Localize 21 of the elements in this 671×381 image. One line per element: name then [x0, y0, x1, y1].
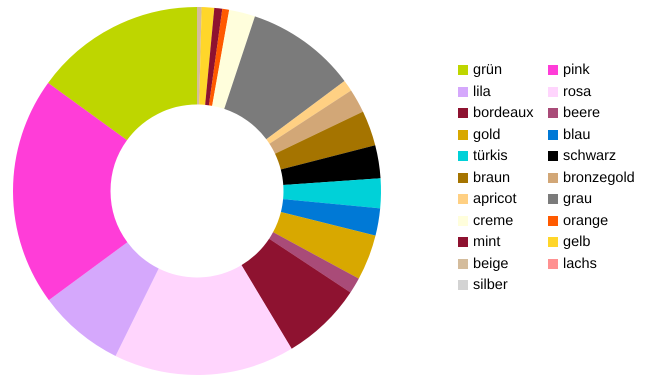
legend-label: beige — [473, 256, 508, 272]
legend-label: bronzegold — [563, 170, 635, 186]
legend-label: creme — [473, 212, 514, 229]
legend-label: türkis — [473, 148, 508, 164]
legend-label: rosa — [563, 84, 592, 100]
legend-label: bordeaux — [473, 105, 534, 122]
legend-label: orange — [563, 212, 608, 229]
legend-label: pink — [563, 62, 590, 78]
legend-label: lila — [473, 84, 491, 100]
legend-label: grün — [473, 62, 502, 78]
legend-label: mint — [473, 234, 500, 250]
legend-label: silber — [473, 277, 508, 294]
legend-label: schwarz — [563, 148, 616, 164]
legend-label: apricot — [473, 191, 517, 208]
legend-label: lachs — [563, 256, 597, 272]
legend-label: braun — [473, 170, 510, 186]
legend-label: grau — [563, 191, 592, 208]
legend-label: gold — [473, 126, 500, 143]
legend-label: gelb — [563, 234, 590, 250]
legend-label: blau — [563, 126, 590, 143]
legend-label: beere — [563, 105, 600, 122]
